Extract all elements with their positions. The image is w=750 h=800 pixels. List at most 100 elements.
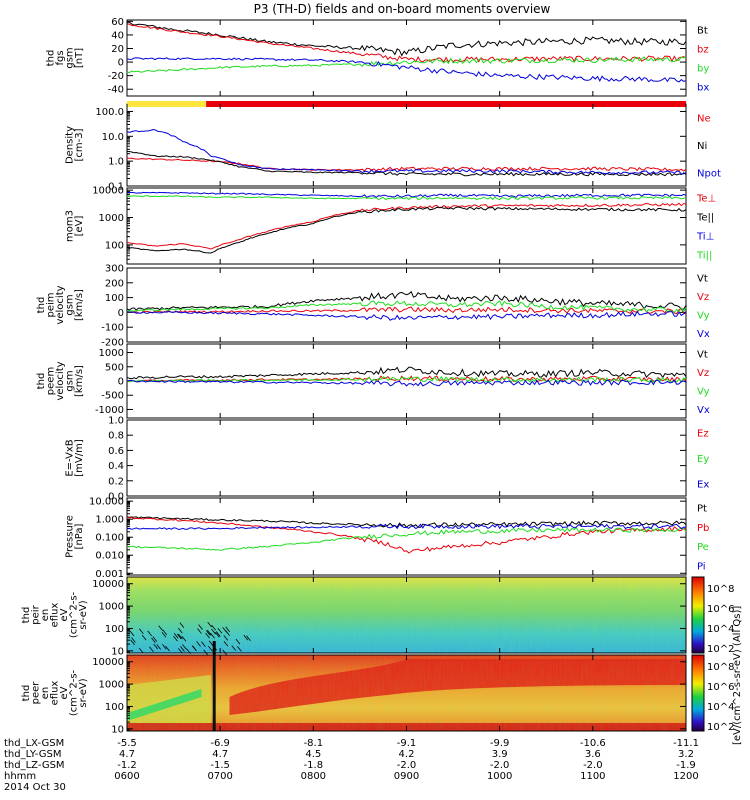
spectrogram-peir-speckle: [139, 628, 144, 635]
colorbar-tick-label: 10^6: [707, 682, 734, 693]
ephemeris-value: 1100: [580, 771, 605, 782]
spectrogram-peir-speckle: [205, 632, 210, 639]
y-tick-label: 1000: [99, 680, 124, 691]
colorbar-label: [eV/(cm^2-s-sr-eV) (All Qs)]: [732, 606, 743, 745]
series-temperature-Te||: [126, 206, 687, 254]
spectrogram-peir-speckle: [162, 629, 168, 636]
y-tick-label: 0: [118, 58, 124, 69]
legend-entry: Ey: [697, 454, 709, 465]
spectrogram-peir-speckle: [173, 635, 178, 642]
spectrogram-peir-speckle: [131, 637, 136, 643]
series-temperature-Ti⊥: [126, 191, 687, 199]
series-group-peem: [126, 366, 687, 387]
spectrogram-peir-texture: [127, 577, 686, 653]
ephemeris-value: 0600: [114, 771, 139, 782]
spectrogram-peir-speckle: [208, 645, 213, 652]
y-axis-label-line: Pressure: [65, 515, 76, 558]
y-axis-label-line: mom3: [65, 210, 76, 242]
y-axis-label-line: thd: [36, 373, 47, 390]
ephemeris-value: -11.1: [673, 738, 699, 749]
spectrogram-peir-speckle: [225, 626, 231, 633]
spectrogram-peir-gap: [212, 641, 216, 655]
ephemeris-value: 4.2: [399, 749, 415, 760]
spectrogram-peir-speckle: [231, 645, 237, 651]
spectrogram-peir-speckle: [201, 641, 206, 647]
x-axis-ephemeris: thd_LX-GSM -5.5 -6.9 -8.1 -9.1 -9.9 -10.6 -11.1…: [4, 20, 743, 793]
y-tick-label: 0.010: [95, 551, 124, 562]
y-axis-label-line: peer: [31, 681, 42, 705]
spectrogram-peir-speckle: [223, 640, 229, 647]
y-axis-label-line: thd: [46, 50, 57, 67]
spectrogram-peir-speckle: [162, 643, 167, 650]
legend-entry: Vt: [697, 273, 708, 284]
y-tick-label: 0.1: [108, 182, 124, 193]
spectrogram-peir-speckle: [152, 636, 158, 642]
y-tick-label: 10000: [92, 657, 124, 668]
ephemeris-value: -8.1: [304, 738, 324, 749]
ephemeris-row-name: thd_LZ-GSM: [4, 760, 65, 771]
ephemeris-value: 0800: [301, 771, 326, 782]
legend-entry: Te⊥: [696, 194, 716, 205]
colorbar-tick-label: 10^8: [707, 584, 734, 595]
y-axis-label-line: (cm^2-s-: [69, 669, 80, 716]
y-axis-label-line: [mV/m]: [74, 439, 85, 477]
spectrogram-peir-speckle: [225, 630, 230, 636]
ephemeris-value: -2.0: [583, 760, 603, 771]
legend-entry: Te||: [696, 213, 714, 224]
spectrogram-peir-speckle: [158, 625, 164, 631]
y-tick-label: 100: [105, 702, 124, 713]
y-axis-label-line: peim: [46, 292, 57, 317]
y-tick-label: 1000: [99, 602, 124, 613]
y-axis-label-line: (cm^2-s-: [69, 591, 80, 638]
spectrogram-peir-speckle: [217, 628, 223, 634]
spectrogram-peir-speckle: [147, 630, 152, 637]
y-tick-label: 0.6: [108, 446, 124, 457]
series-pressure-Pi: [126, 523, 686, 530]
legend-entry: Vx: [697, 329, 710, 340]
series-peim-Vy: [126, 300, 687, 313]
ephemeris-value: 0900: [394, 771, 419, 782]
y-tick-label: 0: [118, 308, 124, 319]
series-group-fgm: [126, 21, 687, 83]
y-tick-label: 200: [105, 278, 124, 289]
y-tick-label: -200: [101, 338, 124, 349]
y-axis-label-line: sr-eV): [78, 678, 89, 707]
panel-temperature: 10000 1000 100 mom3[eV] Te⊥ Te|| Ti⊥ Ti||: [65, 186, 716, 265]
y-tick-label: -100: [101, 323, 124, 334]
y-tick-label: 0.4: [108, 461, 124, 472]
spectrogram-peir-speckle: [196, 641, 201, 647]
series-group-peim: [126, 290, 687, 321]
y-tick-label: 100: [105, 293, 124, 304]
ephemeris-value: 4.7: [212, 749, 228, 760]
y-axis-label-line: peem: [46, 367, 57, 395]
ephemeris-value: -9.1: [397, 738, 417, 749]
y-tick-label: 10.000: [89, 497, 124, 508]
ephemeris-value: -1.2: [117, 760, 137, 771]
ephemeris-value: -9.9: [490, 738, 510, 749]
colorbar-tick-label: 10^4: [707, 624, 734, 635]
spectrogram-peir-speckle: [208, 640, 214, 647]
y-tick-label: 100.0: [95, 107, 124, 118]
spectrogram-peir-speckle: [223, 635, 229, 641]
legend-entry: Pi: [697, 561, 706, 572]
ephemeris-value: -2.0: [397, 760, 417, 771]
legend-entry: Ti||: [696, 251, 712, 262]
ephemeris-value: -6.9: [210, 738, 230, 749]
series-fgm-bz: [126, 23, 687, 63]
spectrogram-peir-speckle: [149, 646, 154, 652]
spectrogram-peir-speckle: [222, 649, 228, 656]
series-peem-Vx: [126, 379, 687, 387]
legend-entry: bz: [697, 45, 709, 56]
y-tick-label: 10.0: [102, 132, 124, 143]
y-axis-label-line: gsm: [65, 47, 76, 68]
y-axis-label-line: sr-eV): [78, 600, 89, 629]
panel-efield: 1.0 0.8 0.6 0.4 0.2 0.0 E=-VxB[mV/m] Ez Ey Ex: [65, 416, 710, 503]
y-tick-label: 0.001: [95, 569, 124, 580]
spectrogram-peir-speckle: [177, 627, 183, 634]
spectrogram-peir-speckle: [211, 628, 216, 635]
y-tick-label: 300: [105, 264, 124, 275]
ephemeris-value: 4.7: [119, 749, 135, 760]
date-label: 2014 Oct 30: [4, 782, 66, 793]
chart-title: P3 (TH-D) fields and on-board moments ov…: [254, 2, 551, 16]
